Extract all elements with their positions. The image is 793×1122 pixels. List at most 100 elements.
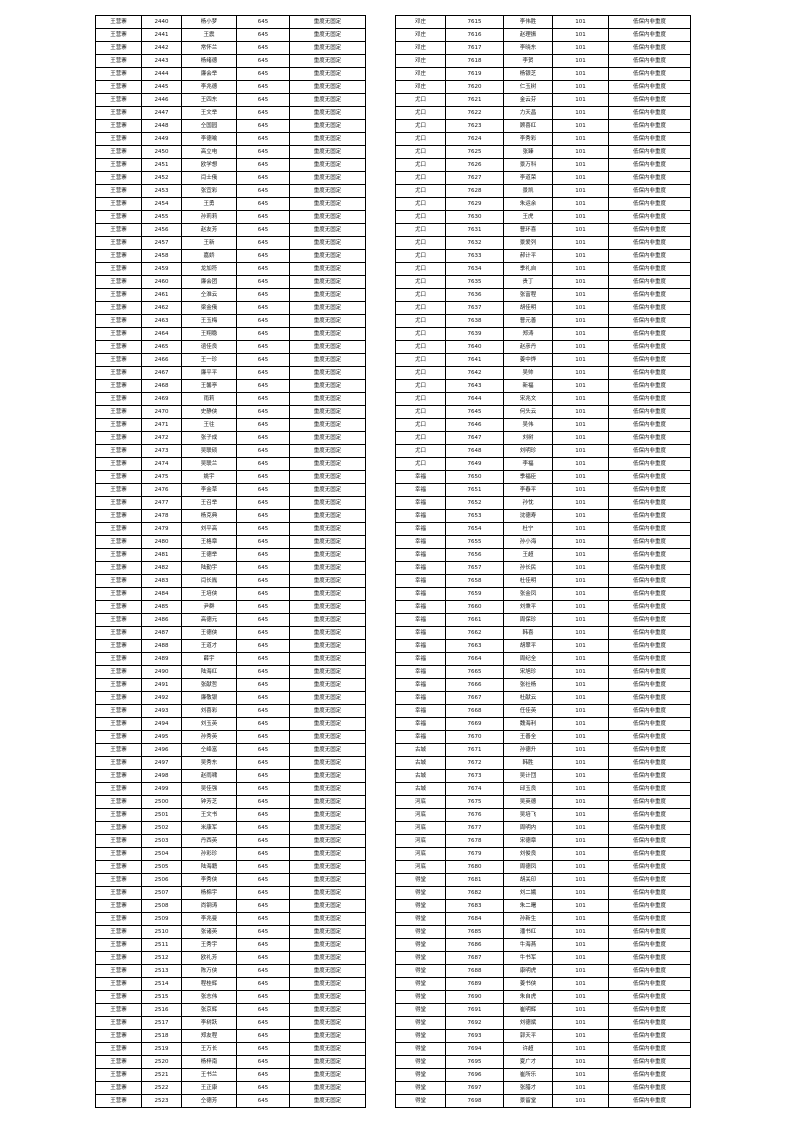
village-cell: 王营寨 xyxy=(95,847,142,861)
village-cell: 幸福 xyxy=(395,717,446,731)
code-cell: 101 xyxy=(552,431,609,445)
number-cell: 2519 xyxy=(141,1042,182,1056)
code-cell: 645 xyxy=(236,54,290,68)
name-cell: 崔所乐 xyxy=(503,1068,553,1082)
village-cell: 尤口 xyxy=(395,236,446,250)
number-cell: 7665 xyxy=(445,665,504,679)
category-cell: 重度无固定 xyxy=(289,197,366,211)
number-cell: 7690 xyxy=(445,990,504,1004)
number-cell: 7629 xyxy=(445,197,504,211)
number-cell: 2491 xyxy=(141,678,182,692)
category-cell: 低保内非重度 xyxy=(608,1003,691,1017)
table-row: 得堂 7682 刘二娥 101 低保内非重度 xyxy=(395,886,691,900)
village-cell: 王营寨 xyxy=(95,1081,142,1095)
village-cell: 幸福 xyxy=(395,496,446,510)
category-cell: 重度无固定 xyxy=(289,223,366,237)
code-cell: 645 xyxy=(236,210,290,224)
number-cell: 2449 xyxy=(141,132,182,146)
code-cell: 101 xyxy=(552,1068,609,1082)
number-cell: 7645 xyxy=(445,405,504,419)
code-cell: 101 xyxy=(552,483,609,497)
name-cell: 景凯 xyxy=(503,184,553,198)
village-cell: 王营寨 xyxy=(95,171,142,185)
code-cell: 645 xyxy=(236,808,290,822)
category-cell: 低保内非重度 xyxy=(608,132,691,146)
name-cell: 宋兆文 xyxy=(503,392,553,406)
number-cell: 7671 xyxy=(445,743,504,757)
table-row: 王营寨 2458 嘉娇 645 重度无固定 xyxy=(95,249,366,263)
number-cell: 7618 xyxy=(445,54,504,68)
village-cell: 幸福 xyxy=(395,574,446,588)
number-cell: 2501 xyxy=(141,808,182,822)
number-cell: 2452 xyxy=(141,171,182,185)
name-cell: 王往 xyxy=(181,418,237,432)
category-cell: 低保内非重度 xyxy=(608,522,691,536)
code-cell: 645 xyxy=(236,561,290,575)
code-cell: 101 xyxy=(552,93,609,107)
category-cell: 低保内非重度 xyxy=(608,704,691,718)
village-cell: 王营寨 xyxy=(95,509,142,523)
number-cell: 2490 xyxy=(141,665,182,679)
left-table: 王营寨 2440 杨小梦 645 重度无固定 王营寨 2441 王震 645 重度无固定 王营寨 24… xyxy=(95,15,366,1108)
number-cell: 7667 xyxy=(445,691,504,705)
village-cell: 王营寨 xyxy=(95,964,142,978)
number-cell: 7619 xyxy=(445,67,504,81)
name-cell: 王一珍 xyxy=(181,353,237,367)
table-row: 尤口 7626 景万科 101 低保内非重度 xyxy=(395,158,691,172)
code-cell: 645 xyxy=(236,522,290,536)
number-cell: 7621 xyxy=(445,93,504,107)
table-row: 王营寨 2488 王道才 645 重度无固定 xyxy=(95,639,366,653)
table-row: 幸福 7659 张金凤 101 低保内非重度 xyxy=(395,587,691,601)
table-row: 王营寨 2446 王四东 645 重度无固定 xyxy=(95,93,366,107)
code-cell: 101 xyxy=(552,457,609,471)
code-cell: 101 xyxy=(552,522,609,536)
name-cell: 刘喜彩 xyxy=(181,704,237,718)
name-cell: 王虎 xyxy=(503,210,553,224)
table-row: 得堂 7683 朱二曙 101 低保内非重度 xyxy=(395,899,691,913)
table-row: 古城 7672 韩胜 101 低保内非重度 xyxy=(395,756,691,770)
name-cell: 朱运余 xyxy=(503,197,553,211)
code-cell: 645 xyxy=(236,574,290,588)
number-cell: 7637 xyxy=(445,301,504,315)
village-cell: 王营寨 xyxy=(95,912,142,926)
name-cell: 胡佳明 xyxy=(503,301,553,315)
table-row: 河底 7679 刘俊良 101 低保内非重度 xyxy=(395,847,691,861)
number-cell: 2462 xyxy=(141,301,182,315)
name-cell: 谊佳良 xyxy=(181,340,237,354)
table-row: 王营寨 2513 陈万侠 645 重度无固定 xyxy=(95,964,366,978)
number-cell: 7684 xyxy=(445,912,504,926)
code-cell: 645 xyxy=(236,184,290,198)
name-cell: 张社杨 xyxy=(503,678,553,692)
category-cell: 低保内非重度 xyxy=(608,626,691,640)
category-cell: 低保内非重度 xyxy=(608,392,691,406)
category-cell: 低保内非重度 xyxy=(608,366,691,380)
number-cell: 2509 xyxy=(141,912,182,926)
village-cell: 王营寨 xyxy=(95,808,142,822)
category-cell: 低保内非重度 xyxy=(608,574,691,588)
village-cell: 王营寨 xyxy=(95,15,142,29)
name-cell: 刘俊良 xyxy=(503,847,553,861)
name-cell: 张诸英 xyxy=(181,925,237,939)
table-row: 王营寨 2511 王秀宇 645 重度无固定 xyxy=(95,938,366,952)
table-row: 河底 7678 宋德章 101 低保内非重度 xyxy=(395,834,691,848)
village-cell: 尤口 xyxy=(395,262,446,276)
table-row: 王营寨 2449 李德喻 645 重度无固定 xyxy=(95,132,366,146)
category-cell: 重度无固定 xyxy=(289,951,366,965)
number-cell: 2508 xyxy=(141,899,182,913)
number-cell: 2498 xyxy=(141,769,182,783)
code-cell: 101 xyxy=(552,1016,609,1030)
name-cell: 王超 xyxy=(503,548,553,562)
table-row: 得堂 7684 孙新生 101 低保内非重度 xyxy=(395,912,691,926)
number-cell: 7677 xyxy=(445,821,504,835)
table-row: 尤口 7645 何头云 101 低保内非重度 xyxy=(395,405,691,419)
village-cell: 尤口 xyxy=(395,145,446,159)
code-cell: 101 xyxy=(552,301,609,315)
code-cell: 101 xyxy=(552,951,609,965)
village-cell: 王营寨 xyxy=(95,717,142,731)
number-cell: 7663 xyxy=(445,639,504,653)
name-cell: 仝绛富 xyxy=(181,743,237,757)
category-cell: 低保内非重度 xyxy=(608,613,691,627)
table-row: 王营寨 2510 张诸英 645 重度无固定 xyxy=(95,925,366,939)
number-cell: 2461 xyxy=(141,288,182,302)
code-cell: 645 xyxy=(236,1094,290,1108)
